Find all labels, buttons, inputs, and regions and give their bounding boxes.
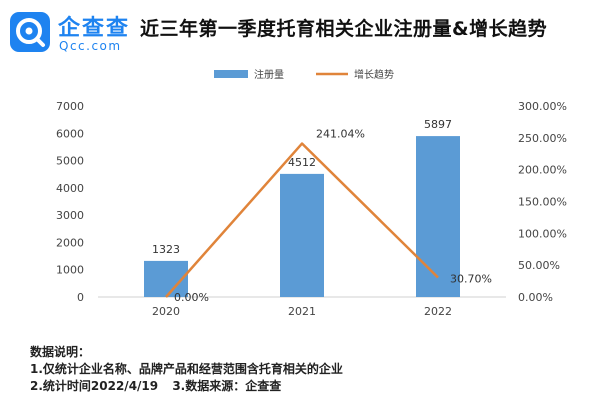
qcc-logo: 企查查 Qcc.com <box>10 8 130 60</box>
qcc-logo-icon <box>10 12 50 52</box>
legend-swatch-bar <box>214 70 248 78</box>
x-tick-label: 2022 <box>424 305 452 318</box>
notes-source: 3.数据来源：企查查 <box>172 379 282 393</box>
x-tick-label: 2021 <box>288 305 316 318</box>
y-tick-label: 1000 <box>56 264 84 277</box>
notes-line-2: 2.统计时间2022/4/19 3.数据来源：企查查 <box>30 378 343 395</box>
header: 企查查 Qcc.com 近三年第一季度托育相关企业注册量&增长趋势 <box>0 0 611 70</box>
y-tick-label: 4000 <box>56 182 84 195</box>
chart-title: 近三年第一季度托育相关企业注册量&增长趋势 <box>140 18 548 40</box>
y2-tick-label: 100.00% <box>518 227 567 240</box>
logo-domain: Qcc.com <box>59 39 122 53</box>
y2-tick-label: 200.00% <box>518 164 567 177</box>
logo-name: 企查查 <box>58 16 131 41</box>
y2-tick-label: 150.00% <box>518 196 567 209</box>
y2-tick-label: 300.00% <box>518 100 567 113</box>
legend-label-line: 增长趋势 <box>354 68 394 81</box>
bar <box>280 173 324 297</box>
growth-line <box>165 142 439 298</box>
y2-tick-label: 50.00% <box>518 259 560 272</box>
y-tick-label: 7000 <box>56 100 84 113</box>
bar-value-label: 5897 <box>424 118 452 131</box>
y-tick-label: 2000 <box>56 236 84 249</box>
bar-value-label: 4512 <box>288 156 316 169</box>
x-tick-label: 2020 <box>152 305 180 318</box>
y-tick-label: 6000 <box>56 127 84 140</box>
legend-label-bar: 注册量 <box>254 68 284 81</box>
y2-tick-label: 250.00% <box>518 132 567 145</box>
y-tick-label: 5000 <box>56 155 84 168</box>
line-value-label: 30.70% <box>450 272 492 285</box>
data-notes: 数据说明： 1.仅统计企业名称、品牌产品和经营范围含托育相关的企业 2.统计时间… <box>30 344 343 395</box>
line-value-label: 241.04% <box>316 128 365 141</box>
line-value-label: 0.00% <box>174 291 209 304</box>
y2-tick-label: 0.00% <box>518 291 553 304</box>
y-tick-label: 3000 <box>56 209 84 222</box>
y-tick-label: 0 <box>77 291 84 304</box>
combo-chart: 注册量 增长趋势 0 1000 2000 3000 4000 5000 6000 7000 0.00… <box>56 68 567 318</box>
bar-value-label: 1323 <box>152 243 180 256</box>
notes-heading: 数据说明： <box>30 345 91 359</box>
bar <box>416 136 460 297</box>
notes-date: 2.统计时间2022/4/19 <box>30 379 159 393</box>
notes-line-1: 1.仅统计企业名称、品牌产品和经营范围含托育相关的企业 <box>30 362 343 376</box>
